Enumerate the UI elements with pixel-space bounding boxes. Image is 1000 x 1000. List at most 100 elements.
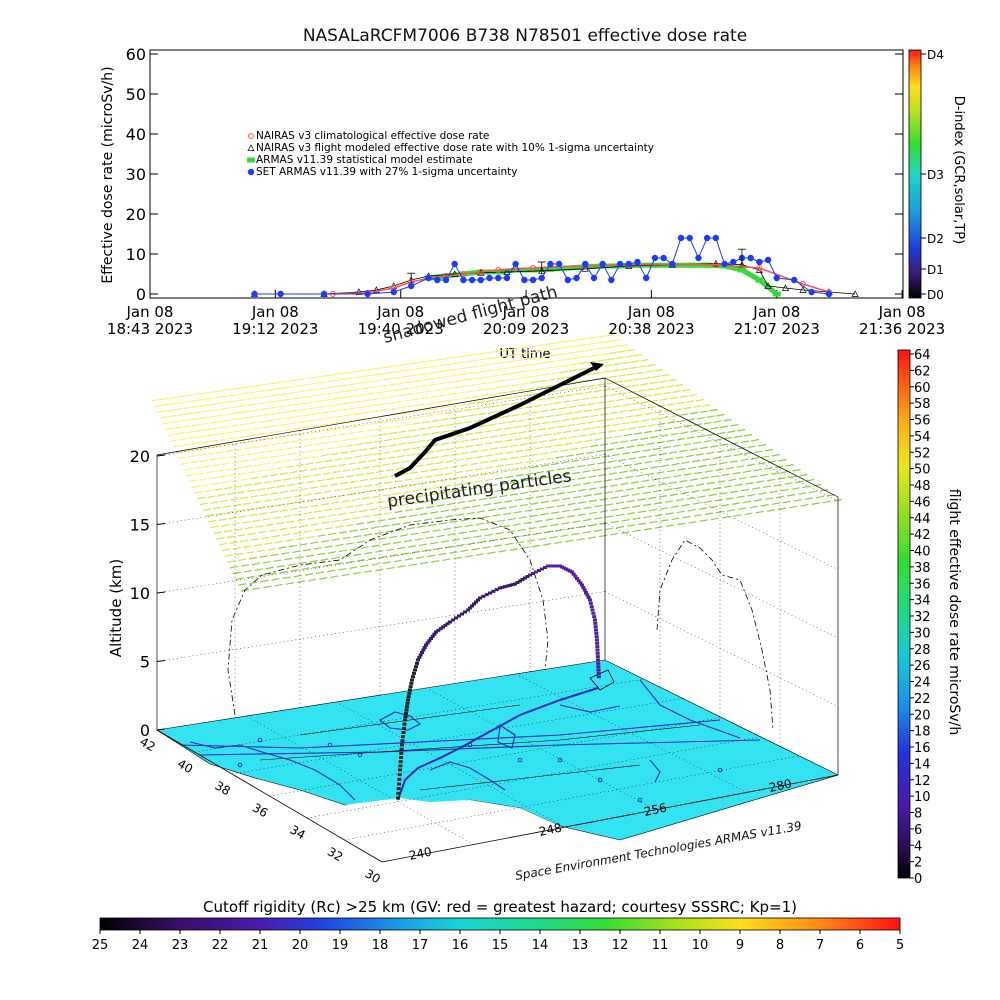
precipitating-particle-mark [540,512,549,516]
precipitating-particle-mark [617,458,627,462]
precipitating-particle-mark [583,506,592,510]
precipitating-particle-mark [648,496,657,500]
precipitating-particle-mark [507,517,517,521]
precipitating-particle-mark [240,496,249,500]
precipitating-particle-mark [554,541,563,545]
precipitating-particle-mark [577,476,586,480]
precipitating-particle-mark [588,523,597,527]
precipitating-particle-mark [276,522,285,525]
precipitating-particle-mark [432,529,441,532]
precipitating-particle-mark [611,423,621,426]
precipitating-particle-mark [340,451,349,454]
precipitating-particle-mark [592,371,602,375]
precipitating-particle-mark [648,508,658,512]
precipitating-particle-mark [296,500,306,504]
precipitating-particle-mark [186,473,195,477]
precipitating-particle-mark [375,568,384,572]
precipitating-particle-mark [704,512,713,516]
precipitating-particle-mark [509,493,518,496]
precipitating-particle-mark [572,508,581,511]
nairas-modeled-point [451,270,459,277]
precipitating-particle-mark [710,517,720,521]
precipitating-particle-mark [713,438,722,442]
precipitating-particle-mark [406,526,415,530]
precipitating-particle-mark [167,433,176,437]
precipitating-particle-mark [318,435,327,439]
precipitating-particle-mark [205,470,214,474]
precipitating-particle-mark [556,516,565,520]
precipitating-particle-mark [614,435,623,438]
precipitating-particle-mark [264,400,274,404]
set-armas-point [390,288,397,296]
precipitating-particle-mark [229,498,239,501]
precipitating-particle-mark [297,420,307,424]
precipitating-particle-mark [320,503,330,506]
flight-path-point [520,578,525,581]
precipitating-particle-mark [525,472,534,476]
precipitating-particle-mark [474,480,483,483]
cutoff-colorbar-label: Cutoff rigidity (Rc) >25 km (GV: red = g… [203,898,797,916]
dose-tick-label: 34 [914,594,931,609]
precipitating-particle-mark [572,520,581,524]
precipitating-particle-mark [626,348,635,352]
precipitating-particle-mark [653,429,663,432]
precipitating-particle-mark [624,355,633,358]
precipitating-particle-mark [696,434,706,438]
precipitating-particle-mark [604,364,613,367]
back-wall-shadow-profile [227,517,549,716]
precipitating-particle-mark [262,560,271,564]
floor-gridline-lon [425,687,656,811]
precipitating-particle-mark [361,386,371,390]
precipitating-particle-mark [640,467,649,471]
precipitating-particle-mark [562,364,571,367]
precipitating-particle-mark [446,380,455,384]
precipitating-particle-mark [228,387,237,391]
precipitating-particle-mark [583,409,593,412]
precipitating-particle-mark [481,515,490,519]
precipitating-particle-mark [489,435,498,438]
precipitating-particle-mark [441,375,450,379]
precipitating-particle-mark [511,413,520,417]
precipitating-particle-mark [300,506,309,509]
precipitating-particle-mark [551,474,560,478]
flight-path-point [404,708,409,712]
precipitating-particle-mark [387,456,396,460]
precipitating-particle-mark [460,451,469,455]
precipitating-particle-mark [206,433,215,437]
flight-path-point [398,760,403,764]
precipitating-particle-mark [587,463,596,467]
precipitating-particle-mark [484,387,493,391]
precipitating-particle-mark [719,461,728,465]
precipitating-particle-mark [199,459,209,463]
precipitating-particle-mark [598,534,608,538]
precipitating-particle-mark [544,384,553,388]
flight-path-point [596,668,601,672]
flight-path-point [424,643,428,647]
precipitating-particle-mark [467,542,476,546]
flight-path-point [595,651,600,655]
precipitating-particle-mark [605,333,615,337]
precipitating-particle-mark [556,395,565,398]
precipitating-particle-mark [623,463,632,467]
precipitating-particle-mark [665,512,674,515]
precipitating-particle-mark [785,463,794,467]
precipitating-particle-mark [182,406,191,410]
precipitating-particle-mark [569,387,578,390]
precipitating-particle-mark [478,382,488,385]
precipitating-particle-mark [378,372,388,376]
precipitating-particle-mark [263,480,272,484]
precipitating-particle-mark [749,475,758,479]
precipitating-particle-mark [547,396,556,400]
precipitating-particle-mark [669,396,678,400]
precipitating-particle-mark [693,514,702,517]
precipitating-particle-mark [508,432,518,436]
precipitating-particle-mark [635,474,644,477]
precipitating-particle-mark [431,431,440,435]
precipitating-particle-mark [286,483,295,487]
precipitating-particle-mark [183,468,192,471]
precipitating-particle-mark [629,366,638,370]
precipitating-particle-mark [706,433,716,437]
precipitating-particle-mark [372,495,381,499]
precipitating-particle-mark [502,415,511,418]
precipitating-particle-mark [313,547,322,550]
